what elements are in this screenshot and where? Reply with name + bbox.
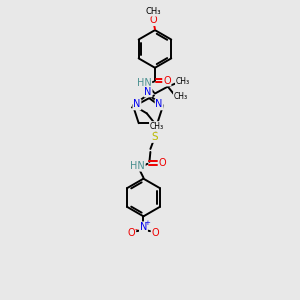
Text: CH₃: CH₃ bbox=[145, 7, 161, 16]
Text: N: N bbox=[144, 86, 152, 97]
Text: HN: HN bbox=[137, 78, 152, 88]
Text: -: - bbox=[135, 225, 138, 234]
Text: N: N bbox=[155, 100, 163, 110]
Text: HN: HN bbox=[130, 161, 145, 171]
Text: N: N bbox=[140, 222, 147, 232]
Text: O: O bbox=[163, 76, 171, 85]
Text: O: O bbox=[158, 158, 166, 168]
Text: CH₃: CH₃ bbox=[174, 92, 188, 101]
Text: CH₃: CH₃ bbox=[150, 122, 164, 131]
Text: CH₃: CH₃ bbox=[176, 77, 190, 86]
Text: O: O bbox=[152, 228, 159, 238]
Text: O: O bbox=[128, 228, 135, 238]
Text: O: O bbox=[149, 15, 157, 25]
Text: N: N bbox=[133, 100, 141, 110]
Text: S: S bbox=[151, 132, 158, 142]
Text: +: + bbox=[145, 220, 150, 226]
